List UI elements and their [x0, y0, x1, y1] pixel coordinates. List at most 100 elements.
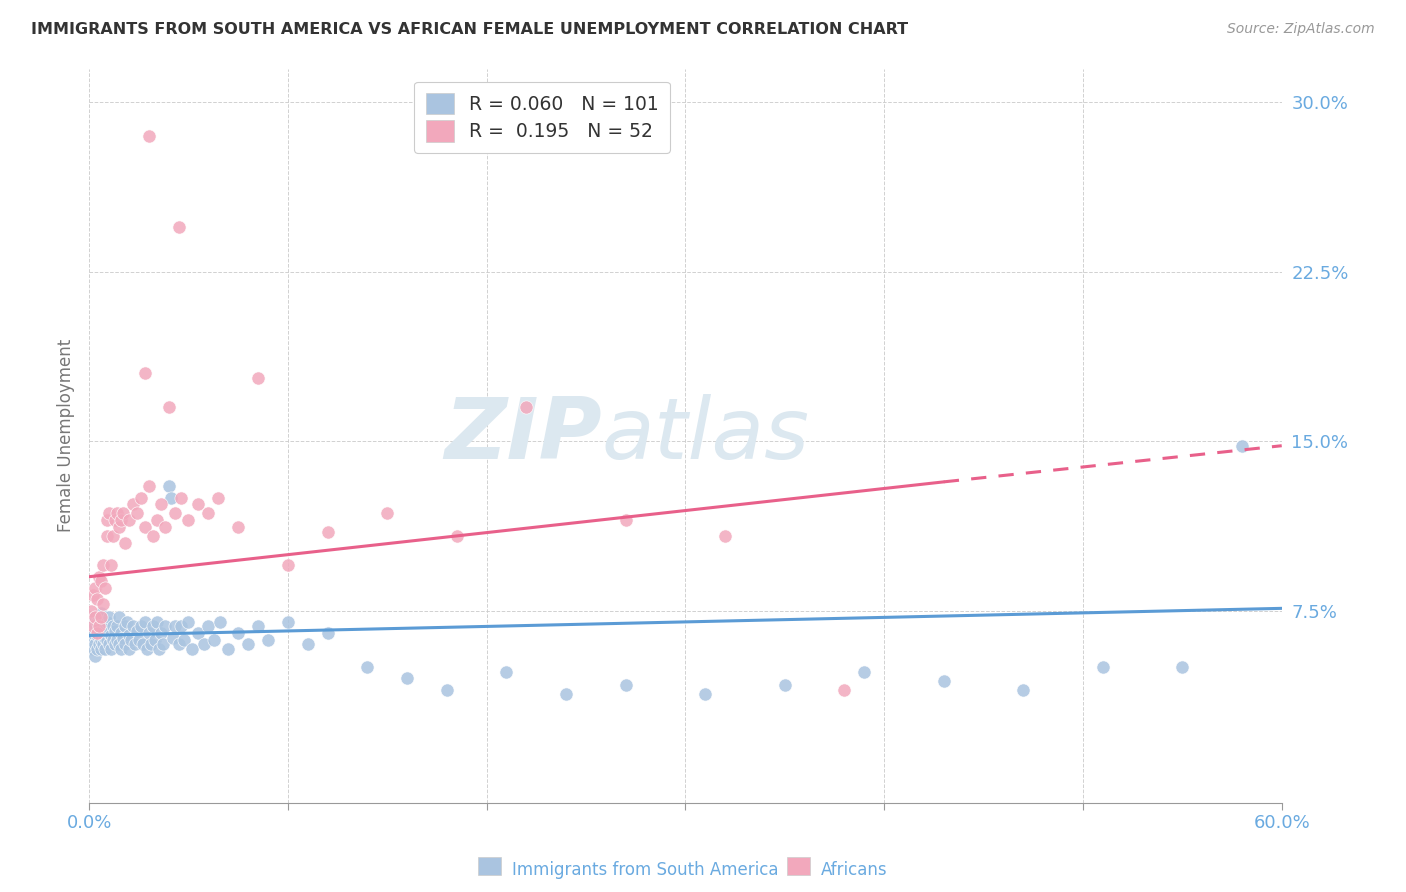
Point [115, 615, 138, 629]
Point [91, 626, 114, 640]
Point [125, 624, 148, 638]
Point [97, 507, 120, 521]
Text: Source: ZipAtlas.com: Source: ZipAtlas.com [1227, 22, 1375, 37]
Point [163, 507, 186, 521]
Point [87, 610, 110, 624]
Point [82, 615, 104, 629]
Point [515, 401, 537, 415]
Point [145, 615, 167, 629]
Point [86, 626, 108, 640]
Point [114, 638, 136, 652]
Point [149, 498, 172, 512]
Point [247, 371, 270, 385]
Text: IMMIGRANTS FROM SOUTH AMERICA VS AFRICAN FEMALE UNEMPLOYMENT CORRELATION CHART: IMMIGRANTS FROM SOUTH AMERICA VS AFRICAN… [31, 22, 908, 37]
Point [157, 479, 180, 493]
Point [90, 606, 112, 620]
Point [207, 491, 229, 505]
Point [773, 678, 796, 692]
Point [90, 610, 112, 624]
Point [157, 401, 180, 415]
Point [104, 638, 127, 652]
Point [167, 219, 190, 234]
Point [97, 610, 120, 624]
Point [446, 529, 468, 543]
Point [152, 638, 174, 652]
Point [297, 638, 319, 652]
Point [118, 513, 141, 527]
Point [105, 507, 128, 521]
Point [111, 631, 134, 645]
Point [129, 619, 152, 633]
Point [118, 642, 141, 657]
Point [124, 638, 146, 652]
Point [108, 610, 131, 624]
Point [118, 628, 141, 642]
Point [84, 610, 107, 624]
Point [84, 619, 107, 633]
Point [396, 672, 419, 686]
Point [169, 491, 191, 505]
Point [217, 642, 239, 657]
Point [110, 626, 132, 640]
Point [86, 628, 108, 642]
Point [100, 558, 122, 573]
Point [90, 574, 112, 589]
Point [134, 520, 156, 534]
Point [96, 513, 118, 527]
Point [82, 626, 104, 640]
Point [94, 581, 117, 595]
Point [714, 529, 737, 543]
Point [87, 570, 110, 584]
Point [94, 619, 117, 633]
Text: Immigrants from South America: Immigrants from South America [512, 861, 779, 879]
Point [96, 615, 118, 629]
Point [114, 619, 136, 633]
Point [145, 513, 167, 527]
Text: atlas: atlas [602, 394, 810, 477]
Point [100, 628, 122, 642]
Point [436, 682, 458, 697]
Point [110, 513, 132, 527]
Point [90, 632, 112, 647]
Point [277, 615, 299, 629]
Point [555, 687, 578, 701]
Point [134, 367, 156, 381]
Point [197, 507, 219, 521]
Point [138, 626, 160, 640]
Point [97, 626, 120, 640]
Point [1012, 682, 1035, 697]
Point [142, 529, 165, 543]
Point [84, 638, 107, 652]
Point [101, 529, 124, 543]
Point [159, 491, 181, 505]
Point [143, 632, 166, 647]
Point [105, 632, 128, 647]
Point [90, 619, 112, 633]
Point [614, 513, 637, 527]
Point [80, 632, 103, 647]
Point [104, 624, 127, 638]
Point [148, 642, 170, 657]
Point [614, 678, 637, 692]
Point [90, 642, 112, 657]
Point [96, 632, 118, 647]
Point [121, 498, 143, 512]
Y-axis label: Female Unemployment: Female Unemployment [58, 339, 75, 533]
Point [91, 558, 114, 573]
Point [695, 687, 717, 701]
Point [105, 619, 128, 633]
Point [84, 581, 107, 595]
Point [316, 524, 339, 539]
Text: ZIP: ZIP [444, 394, 602, 477]
Point [356, 660, 378, 674]
Point [82, 619, 104, 633]
Point [91, 615, 114, 629]
Point [375, 507, 398, 521]
Point [101, 632, 124, 647]
Point [1230, 439, 1253, 453]
Point [181, 642, 204, 657]
Point [96, 529, 118, 543]
Point [86, 615, 108, 629]
Point [125, 507, 148, 521]
Point [84, 648, 107, 663]
